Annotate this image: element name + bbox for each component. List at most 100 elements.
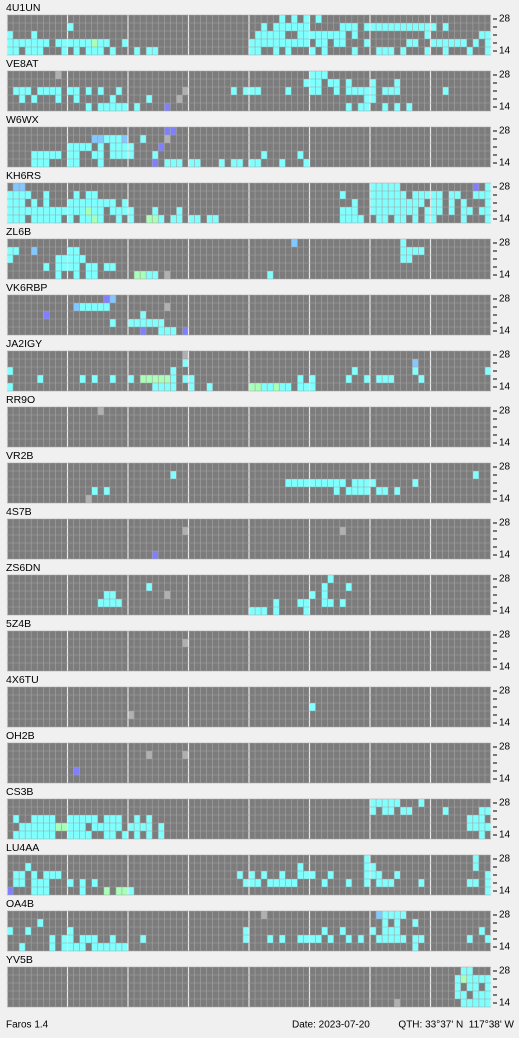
signal-cell	[382, 927, 389, 935]
signal-cell	[394, 199, 401, 207]
signal-cell	[400, 199, 407, 207]
signal-cell	[115, 207, 122, 215]
signal-cell	[67, 207, 74, 215]
signal-cell	[303, 935, 310, 943]
signal-cell	[164, 127, 171, 135]
signal-cell	[140, 375, 147, 383]
signal-cell	[370, 863, 377, 871]
signal-cell	[37, 87, 44, 95]
band-label: 14	[499, 158, 511, 169]
signal-cell	[146, 271, 153, 279]
signal-cell	[400, 191, 407, 199]
signal-cell	[297, 151, 304, 159]
signal-cell	[31, 823, 38, 831]
signal-cell	[109, 95, 116, 103]
signal-cell	[255, 39, 262, 47]
signal-cell	[351, 479, 358, 487]
signal-cell	[345, 583, 352, 591]
signal-cell	[279, 159, 286, 167]
signal-cell	[454, 39, 461, 47]
signal-cell	[466, 47, 473, 55]
signal-cell	[357, 87, 364, 95]
signal-cell	[43, 879, 50, 887]
signal-cell	[466, 207, 473, 215]
beacon-name: ZL6B	[6, 226, 31, 238]
signal-cell	[394, 999, 401, 1007]
signal-cell	[484, 887, 491, 895]
signal-cell	[164, 271, 171, 279]
band-label: 14	[499, 998, 511, 1009]
signal-cell	[382, 87, 389, 95]
band-label: 14	[499, 662, 511, 673]
signal-cell	[303, 383, 310, 391]
signal-cell	[188, 375, 195, 383]
signal-cell	[400, 47, 407, 55]
signal-cell	[321, 599, 328, 607]
signal-cell	[31, 871, 38, 879]
signal-cell	[400, 215, 407, 223]
signal-cell	[170, 375, 177, 383]
signal-cell	[382, 207, 389, 215]
signal-cell	[85, 831, 92, 839]
signal-cell	[91, 271, 98, 279]
signal-cell	[406, 207, 413, 215]
signal-cell	[309, 47, 316, 55]
signal-cell	[37, 151, 44, 159]
signal-cell	[43, 87, 50, 95]
signal-cell	[394, 871, 401, 879]
signal-cell	[291, 15, 298, 23]
signal-cell	[249, 47, 256, 55]
signal-cell	[297, 863, 304, 871]
signal-cell	[109, 143, 116, 151]
band-label: 14	[499, 718, 511, 729]
signal-cell	[285, 23, 292, 31]
signal-cell	[351, 87, 358, 95]
signal-cell	[170, 471, 177, 479]
signal-cell	[309, 375, 316, 383]
signal-cell	[49, 871, 56, 879]
signal-cell	[333, 79, 340, 87]
signal-cell	[109, 599, 116, 607]
signal-cell	[73, 159, 80, 167]
signal-cell	[61, 943, 68, 951]
signal-cell	[79, 815, 86, 823]
signal-cell	[109, 151, 116, 159]
signal-cell	[31, 31, 38, 39]
signal-cell	[472, 879, 479, 887]
signal-cell	[103, 887, 110, 895]
signal-cell	[37, 207, 44, 215]
signal-cell	[345, 215, 352, 223]
signal-cell	[13, 191, 20, 199]
signal-cell	[182, 751, 189, 759]
signal-cell	[121, 887, 128, 895]
signal-cell	[321, 583, 328, 591]
band-label: 28	[499, 854, 511, 865]
signal-cell	[460, 39, 467, 47]
signal-cell	[146, 751, 153, 759]
signal-cell	[109, 295, 116, 303]
signal-cell	[115, 151, 122, 159]
signal-cell	[61, 207, 68, 215]
signal-cell	[400, 255, 407, 263]
signal-cell	[164, 327, 171, 335]
signal-cell	[43, 199, 50, 207]
signal-cell	[406, 23, 413, 31]
signal-cell	[7, 887, 14, 895]
signal-cell	[472, 999, 479, 1007]
signal-cell	[146, 319, 153, 327]
signal-cell	[242, 935, 249, 943]
signal-cell	[484, 935, 491, 943]
signal-cell	[297, 599, 304, 607]
signal-cell	[345, 87, 352, 95]
signal-cell	[430, 191, 437, 199]
signal-cell	[436, 199, 443, 207]
signal-cell	[255, 47, 262, 55]
signal-cell	[43, 39, 50, 47]
beacon-name: ZS6DN	[6, 562, 40, 574]
signal-cell	[249, 159, 256, 167]
signal-cell	[134, 823, 141, 831]
signal-cell	[25, 39, 32, 47]
signal-cell	[79, 39, 86, 47]
signal-cell	[13, 47, 20, 55]
signal-cell	[376, 879, 383, 887]
